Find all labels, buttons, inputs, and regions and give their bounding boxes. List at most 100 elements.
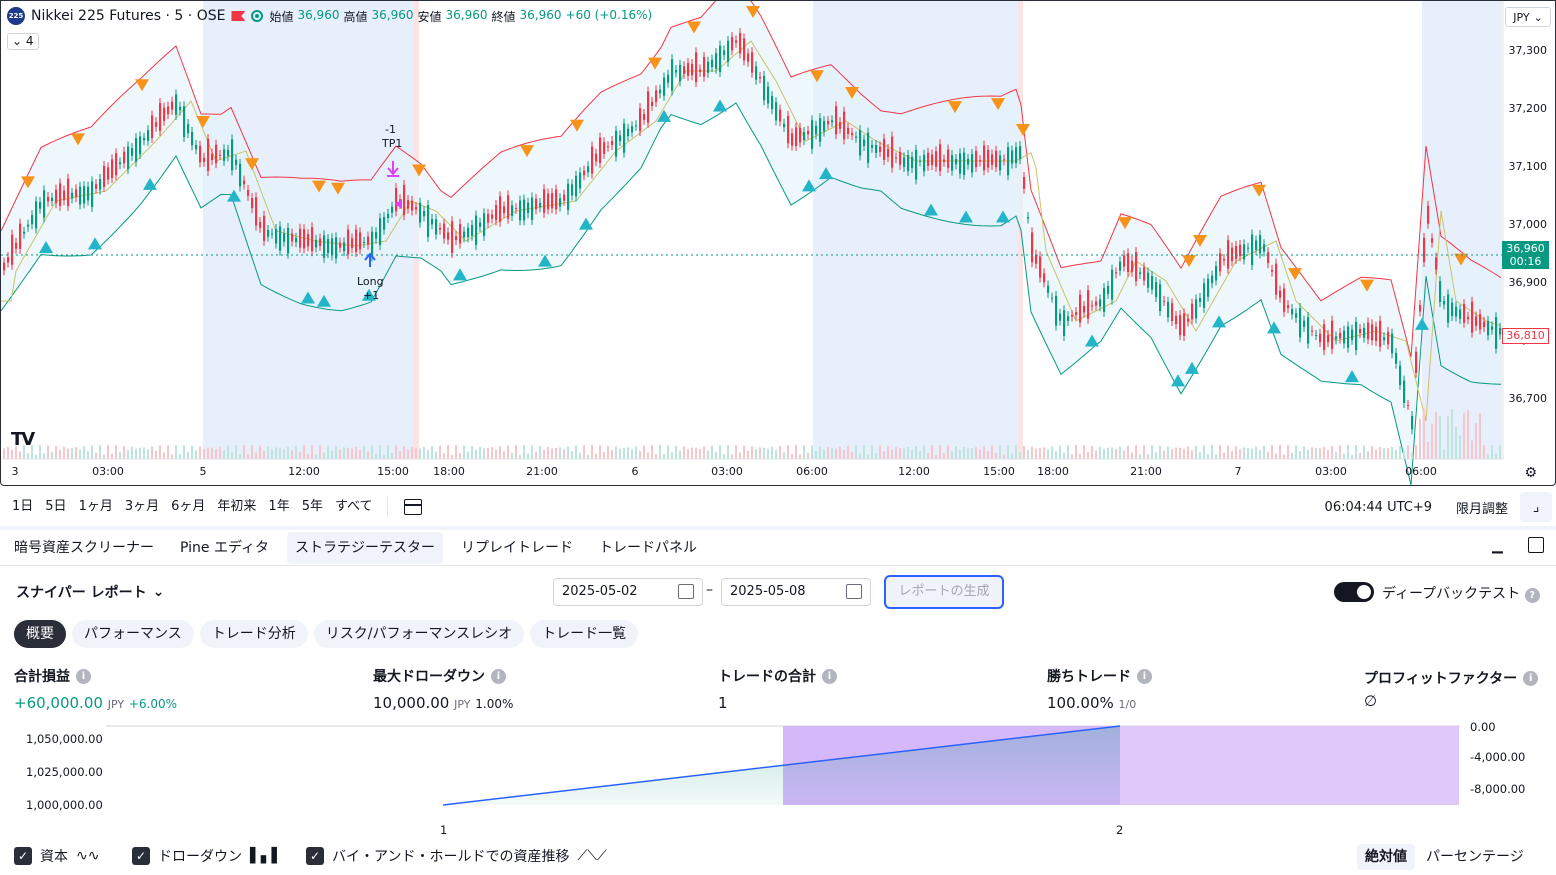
deep-backtest-toggle[interactable] xyxy=(1334,582,1374,602)
volume-bar xyxy=(243,445,245,459)
tab-crypto-screener[interactable]: 暗号資産スクリーナー xyxy=(14,539,154,556)
flag-icon[interactable] xyxy=(231,11,246,21)
volume-bar xyxy=(751,446,753,459)
candle-body xyxy=(79,186,82,205)
volume-bar xyxy=(1187,446,1189,459)
total-trades-label: トレードの合計 xyxy=(718,669,816,685)
candle-body xyxy=(319,238,322,247)
subtab-trade-list[interactable]: トレード一覧 xyxy=(530,620,639,648)
equity-chart[interactable] xyxy=(0,716,1556,840)
clock-display[interactable]: 06:04:44 UTC+9 xyxy=(1324,499,1432,515)
volume-bar xyxy=(639,450,641,459)
checkbox-checked-icon[interactable]: ✓ xyxy=(306,847,324,865)
tab-pine-editor[interactable]: Pine エディタ xyxy=(180,539,269,556)
candle-body xyxy=(1331,320,1334,350)
volume-bar xyxy=(187,452,189,459)
calendar-icon[interactable] xyxy=(678,584,694,599)
contract-adjust-button[interactable]: 限月調整 xyxy=(1455,501,1508,517)
absolute-mode-button[interactable]: 絶対値 xyxy=(1357,844,1415,870)
checkbox-checked-icon[interactable]: ✓ xyxy=(132,847,150,865)
info-icon[interactable]: i xyxy=(491,668,506,684)
info-icon[interactable]: i xyxy=(1523,670,1539,686)
percentage-mode-button[interactable]: パーセンテージ xyxy=(1426,849,1524,865)
checkbox-checked-icon[interactable]: ✓ xyxy=(14,847,32,865)
tab-strategy-tester[interactable]: ストラテジーテスター xyxy=(286,531,443,564)
range-button[interactable]: 6ヶ月 xyxy=(171,499,206,514)
minimize-icon[interactable]: ▁ xyxy=(1492,538,1503,554)
volume-bar xyxy=(1179,447,1181,459)
range-button[interactable]: 1日 xyxy=(12,499,34,514)
candle-body xyxy=(27,224,30,227)
buy-signal-marker xyxy=(1212,315,1226,328)
candle-body xyxy=(1399,365,1402,386)
range-button[interactable]: すべて xyxy=(334,499,373,514)
range-button[interactable]: 1ヶ月 xyxy=(78,499,113,514)
price-chart-pane[interactable]: 225 Nikkei 225 Futures · 5 · OSE 始値 36,96… xyxy=(0,0,1556,486)
symbol-title[interactable]: Nikkei 225 Futures · 5 · OSE xyxy=(31,8,226,24)
calendar-icon[interactable] xyxy=(403,499,422,515)
collapse-panel-icon[interactable]: ⌟ xyxy=(1520,492,1552,522)
candle-body xyxy=(267,230,270,237)
candle-body xyxy=(931,154,934,165)
gear-icon[interactable]: ⚙ xyxy=(1524,465,1537,481)
currency-selector[interactable]: JPY ⌄ xyxy=(1505,7,1551,27)
candle-body xyxy=(827,120,830,125)
volume-bar xyxy=(1287,445,1289,459)
volume-bar xyxy=(971,448,973,459)
change-value: +60 (+0.16%) xyxy=(565,7,653,22)
candle-body xyxy=(363,241,366,244)
subtab-risk-ratios[interactable]: リスク/パフォーマンスレシオ xyxy=(313,620,525,648)
sell-signal-marker xyxy=(845,87,859,100)
range-button[interactable]: 5年 xyxy=(301,499,323,514)
time-axis-label: 6 xyxy=(631,465,639,478)
candle-body xyxy=(95,184,98,189)
candle-body xyxy=(1287,305,1290,309)
info-icon[interactable]: i xyxy=(822,668,837,684)
tab-replay-trade[interactable]: リプレイトレード xyxy=(460,539,573,556)
volume-bar xyxy=(1427,442,1429,459)
volume-bar xyxy=(887,446,889,459)
volume-bar xyxy=(999,445,1001,459)
calendar-icon[interactable] xyxy=(846,584,862,599)
tp-exit-arrow xyxy=(387,161,399,177)
subtab-overview[interactable]: 概要 xyxy=(14,620,66,648)
candle-body xyxy=(335,237,338,259)
range-button[interactable]: 3ヶ月 xyxy=(124,499,160,514)
volume-bar xyxy=(843,450,845,459)
volume-bar xyxy=(1079,453,1081,459)
range-button[interactable]: 5日 xyxy=(45,499,67,514)
volume-bar xyxy=(535,451,537,459)
volume-bar xyxy=(1155,452,1157,459)
subtab-performance[interactable]: パフォーマンス xyxy=(72,620,194,648)
volume-bar xyxy=(527,453,529,459)
date-to-input[interactable]: 2025-05-08 xyxy=(721,578,871,606)
volume-bar xyxy=(1483,445,1485,459)
info-icon[interactable]: i xyxy=(1137,668,1152,684)
candle-body xyxy=(855,136,858,138)
buy-hold-checkbox-row[interactable]: ✓ バイ・アンド・ホールドでの資産推移 ⟋⟍⟋ xyxy=(306,846,607,866)
drawdown-checkbox-row[interactable]: ✓ ドローダウン ▌▖▌ xyxy=(132,846,282,866)
tab-trade-panel[interactable]: トレードパネル xyxy=(598,539,697,556)
info-icon[interactable]: i xyxy=(76,668,91,684)
subtab-trade-analysis[interactable]: トレード分析 xyxy=(199,620,308,648)
maximize-icon[interactable] xyxy=(1528,537,1544,553)
candle-body xyxy=(1339,333,1342,339)
range-button[interactable]: 年初来 xyxy=(217,499,257,514)
strategy-report-selector[interactable]: スナイパー レポート ⌄ xyxy=(16,582,164,602)
tradingview-logo-icon[interactable]: TV xyxy=(11,429,35,450)
equity-checkbox-row[interactable]: ✓ 資本 ∿∿ xyxy=(14,846,99,866)
volume-bar xyxy=(1191,450,1193,459)
candle-body xyxy=(171,101,174,110)
indicators-toggle-button[interactable]: ⌄ 4 xyxy=(7,33,39,50)
range-button[interactable]: 1年 xyxy=(268,499,290,514)
volume-bar xyxy=(407,449,409,459)
price-chart-canvas[interactable] xyxy=(1,1,1556,486)
panel-divider[interactable] xyxy=(0,526,1556,530)
volume-bar xyxy=(1023,445,1025,459)
candle-body xyxy=(675,70,678,73)
date-from-input[interactable]: 2025-05-02 xyxy=(553,578,703,606)
volume-bar xyxy=(683,446,685,459)
candle-body xyxy=(1255,240,1258,250)
generate-report-button[interactable]: レポートの生成 xyxy=(884,575,1004,609)
help-icon[interactable]: ? xyxy=(1524,588,1540,603)
